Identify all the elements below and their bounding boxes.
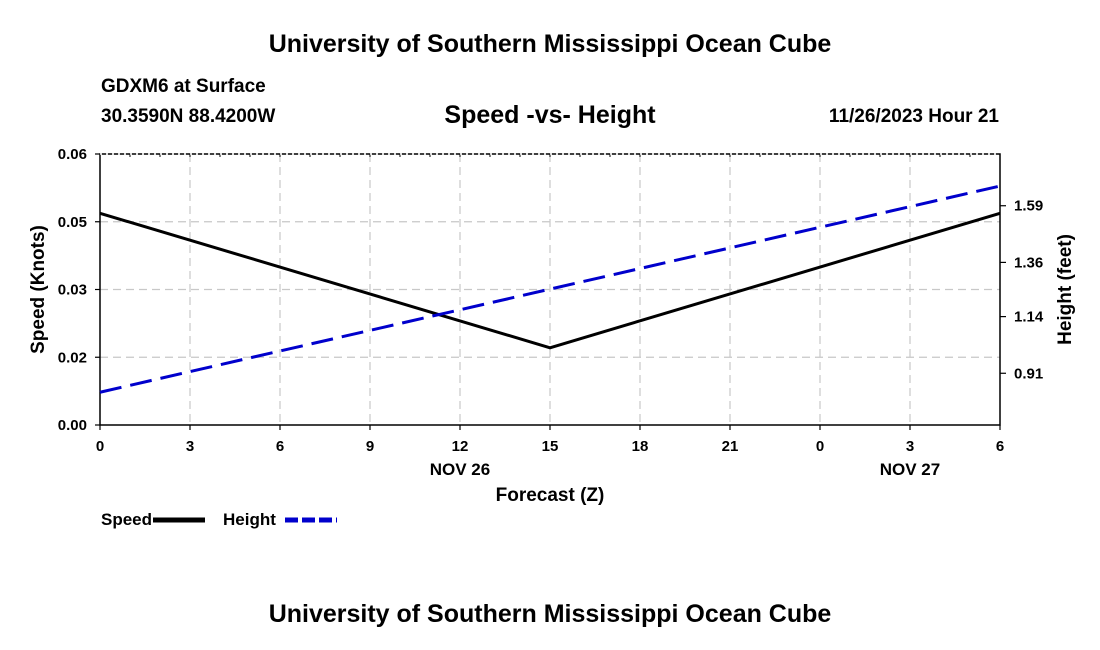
y-left-tick-label: 0.00	[58, 417, 87, 434]
forecast-date-label: 11/26/2023 Hour 21	[828, 106, 999, 127]
y-right-tick-label: 1.59	[1014, 198, 1043, 215]
x-tick-label: 6	[276, 438, 284, 455]
y-left-tick-label: 0.03	[58, 282, 87, 299]
station-name: GDXM6 at Surface	[101, 76, 266, 97]
axes: 0 3 6 9 12 15 18 21 0 3 6 0.00 0.02 0.03 0.05 0.06 0.91 1…	[58, 146, 1044, 455]
y-left-tick-label: 0.06	[58, 146, 87, 163]
x-tick-label: 9	[366, 438, 374, 455]
y-left-tick-label: 0.02	[58, 349, 87, 366]
x-date-label: NOV 27	[880, 460, 940, 479]
y-right-tick-label: 1.36	[1014, 254, 1043, 271]
legend: Speed Height	[101, 510, 337, 529]
station-coordinates: 30.3590N 88.4200W	[101, 106, 276, 127]
x-axis-title: Forecast (Z)	[496, 485, 605, 506]
x-tick-label: 6	[996, 438, 1004, 455]
x-tick-label: 18	[632, 438, 649, 455]
data-series	[99, 184, 1001, 394]
x-tick-label: 12	[452, 438, 469, 455]
legend-label-height: Height	[223, 510, 276, 529]
series-line-speed	[99, 211, 1001, 350]
x-tick-label: 3	[186, 438, 194, 455]
legend-label-speed: Speed	[101, 510, 152, 529]
x-tick-label: 0	[96, 438, 104, 455]
x-tick-label: 15	[542, 438, 559, 455]
chart-title: Speed -vs- Height	[444, 101, 656, 129]
x-tick-label: 3	[906, 438, 914, 455]
bottom-title: University of Southern Mississippi Ocean…	[268, 600, 832, 628]
x-date-label: NOV 26	[430, 460, 490, 479]
axis-labels: Forecast (Z) Speed (Knots) Height (feet)…	[28, 225, 1076, 506]
y-axis-right-title: Height (feet)	[1055, 234, 1076, 345]
x-tick-label: 21	[722, 438, 739, 455]
top-title: University of Southern Mississippi Ocean…	[268, 30, 832, 58]
y-left-tick-label: 0.05	[58, 214, 87, 231]
y-right-tick-label: 0.91	[1014, 365, 1043, 382]
x-tick-label: 0	[816, 438, 824, 455]
y-axis-left-title: Speed (Knots)	[28, 225, 49, 354]
y-right-tick-label: 1.14	[1014, 309, 1044, 326]
grid-lines	[100, 154, 1000, 425]
